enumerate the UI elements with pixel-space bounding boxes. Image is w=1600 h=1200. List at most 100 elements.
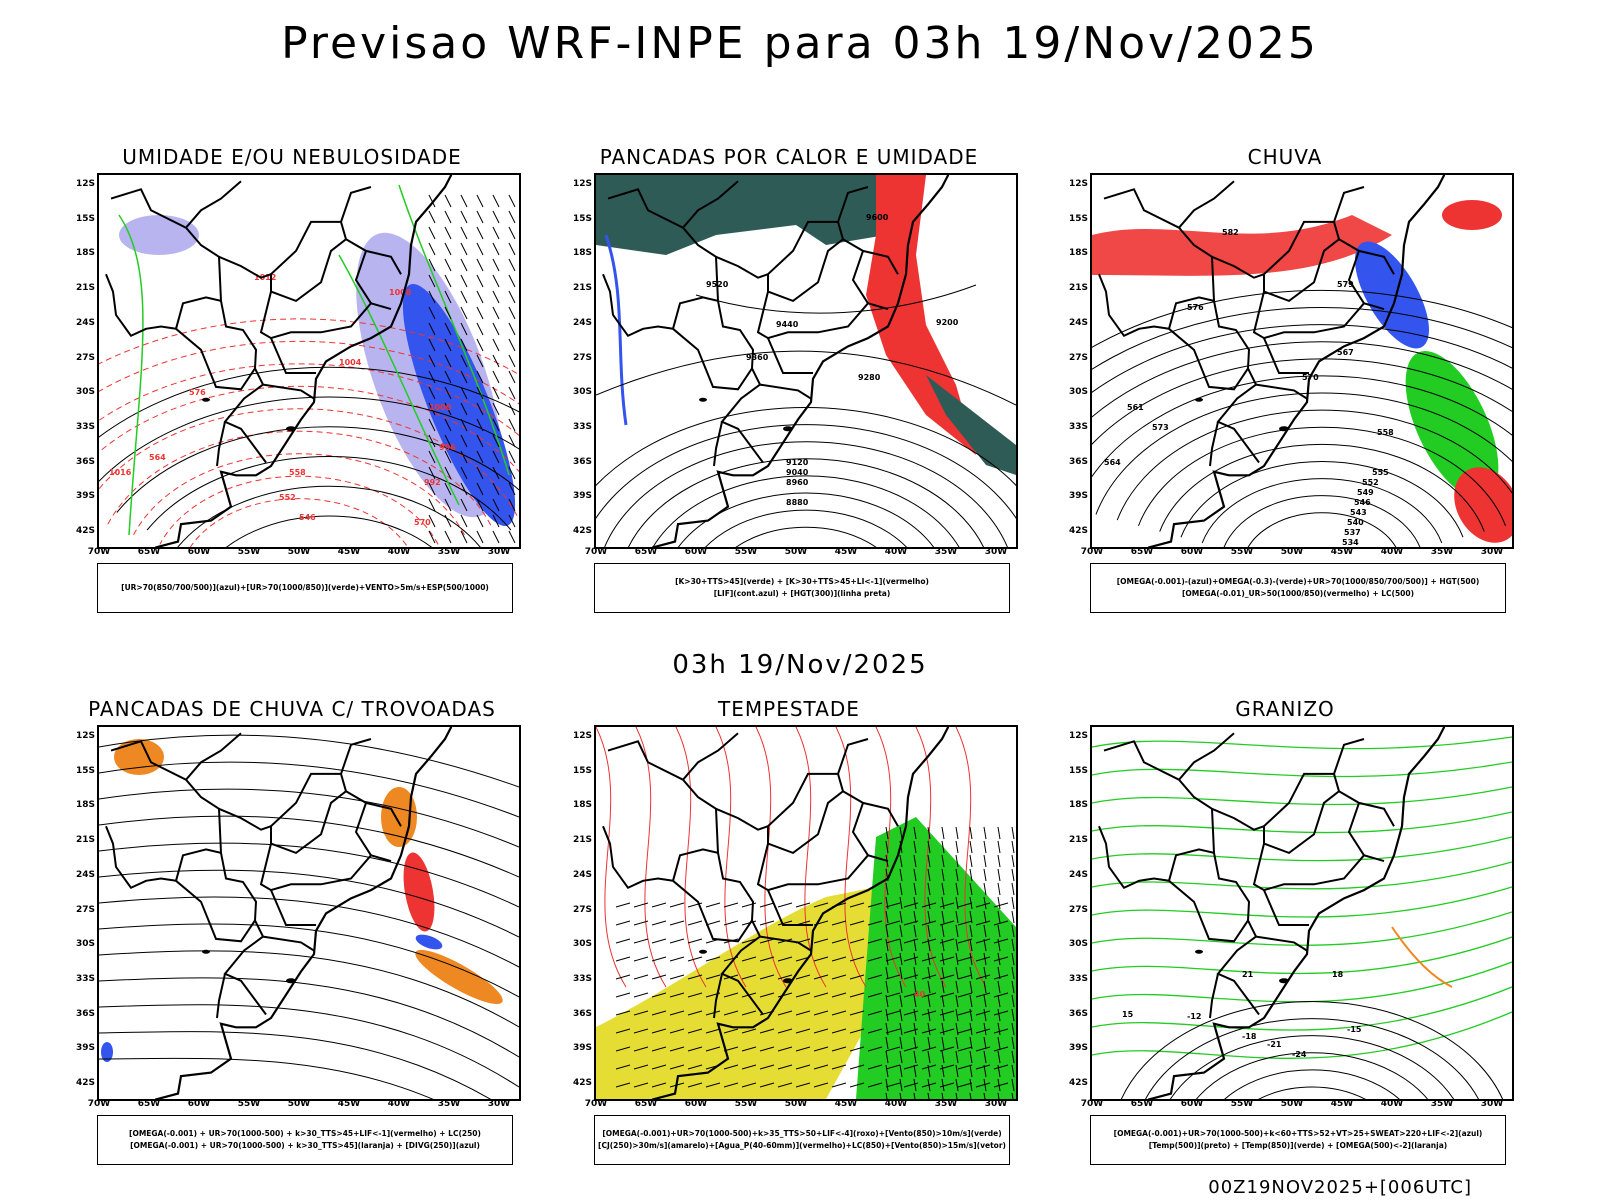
map-plot: 9600 9520 9440 9360 9280 9200 9120 9040 8960 8880 xyxy=(594,173,1018,549)
lon-tick-label: 30W xyxy=(1480,547,1504,557)
panel-umidade: UMIDADE E/OU NEBULOSIDADE 12S 15S 18S 21S 24S… xyxy=(57,145,527,615)
lat-tick-label: 30S xyxy=(75,939,95,950)
lon-tick-label: 70W xyxy=(584,547,608,557)
contour-label: 18 xyxy=(1332,970,1344,979)
map-plot: 582 579 576 573 570 567 564 561 558 555 552 549 546 5… xyxy=(1090,173,1514,549)
lon-tick-label: 60W xyxy=(1180,1099,1204,1109)
lat-tick-label: 27S xyxy=(1068,352,1088,363)
legend-box: [OMEGA(-0.001) + UR>70(1000-500) + k>30_… xyxy=(97,1115,513,1165)
lat-tick-label: 18S xyxy=(1068,248,1088,259)
lat-tick-label: 12S xyxy=(75,731,95,741)
lon-tick-label: 50W xyxy=(287,547,311,557)
contour-label: -12 xyxy=(1187,1012,1201,1021)
legend-text: [OMEGA(-0.001)-(azul)+OMEGA(-0.3)-(verde… xyxy=(1116,577,1480,586)
lat-tick-label: 21S xyxy=(75,835,95,846)
lon-tick-label: 60W xyxy=(1180,547,1204,557)
legend-text: [OMEGA(-0.001)+UR>70(1000-500)+k>35_TTS>… xyxy=(602,1129,1002,1138)
lon-tick-label: 55W xyxy=(1230,1099,1254,1109)
contour-label: 543 xyxy=(1350,508,1367,517)
contour-label: 573 xyxy=(1152,423,1169,432)
lat-tick-label: 30S xyxy=(75,387,95,398)
contour-label: 549 xyxy=(1357,488,1374,497)
lat-tick-label: 39S xyxy=(1068,491,1088,502)
lon-tick-label: 45W xyxy=(1330,1099,1354,1109)
lon-tick-label: 65W xyxy=(1130,1099,1154,1109)
contour-label: 564 xyxy=(1104,458,1121,467)
lat-tick-label: 12S xyxy=(572,731,592,741)
lon-tick-label: 50W xyxy=(1280,547,1304,557)
lon-tick-label: 65W xyxy=(634,547,658,557)
lat-tick-label: 12S xyxy=(1068,731,1088,741)
contour-label: 561 xyxy=(1127,403,1144,412)
contour-label: 1000 xyxy=(429,403,452,412)
contour-label: 9440 xyxy=(776,320,799,329)
lat-tick-label: 36S xyxy=(572,1008,592,1019)
lon-tick-label: 45W xyxy=(337,547,361,557)
contour-label: 9040 xyxy=(786,468,809,477)
lon-tick-label: 55W xyxy=(237,547,261,557)
lon-tick-label: 40W xyxy=(1380,547,1404,557)
lat-tick-label: 36S xyxy=(1068,1008,1088,1019)
lon-tick-label: 40W xyxy=(1380,1099,1404,1109)
lat-tick-label: 42S xyxy=(572,526,592,536)
lat-tick-label: 15S xyxy=(1068,213,1088,224)
contour-label: 552 xyxy=(1362,478,1379,487)
lon-tick-label: 30W xyxy=(487,1099,511,1109)
contour-label: 9360 xyxy=(746,353,769,362)
lat-tick-label: 27S xyxy=(75,352,95,363)
lat-tick-label: 15S xyxy=(572,213,592,224)
contour-label: 546 xyxy=(1354,498,1371,507)
contour-label: 21 xyxy=(1242,970,1254,979)
lon-tick-label: 30W xyxy=(984,1099,1008,1109)
lon-tick-label: 55W xyxy=(734,547,758,557)
lon-tick-label: 40W xyxy=(387,1099,411,1109)
lon-tick-label: 70W xyxy=(584,1099,608,1109)
lon-tick-label: 60W xyxy=(684,547,708,557)
lon-tick-label: 65W xyxy=(137,1099,161,1109)
lat-tick-label: 12S xyxy=(572,179,592,189)
lat-tick-label: 21S xyxy=(75,283,95,294)
lat-tick-label: 33S xyxy=(572,421,592,432)
contour-label: 582 xyxy=(1222,228,1239,237)
panel-title: UMIDADE E/OU NEBULOSIDADE xyxy=(122,145,462,169)
lat-tick-label: 15S xyxy=(75,765,95,776)
contour-label: 8880 xyxy=(786,498,809,507)
lon-tick-label: 45W xyxy=(1330,547,1354,557)
lon-tick-label: 40W xyxy=(387,547,411,557)
lat-tick-label: 42S xyxy=(572,1078,592,1088)
contour-label: 558 xyxy=(289,468,306,477)
lat-tick-label: 33S xyxy=(75,421,95,432)
legend-box: [OMEGA(-0.001)+UR>70(1000-500)+k<60+TTS>… xyxy=(1090,1115,1506,1165)
panel-title: PANCADAS DE CHUVA C/ TROVOADAS xyxy=(88,697,496,721)
contour-label: 546 xyxy=(299,513,316,522)
lat-tick-label: 15S xyxy=(1068,765,1088,776)
lat-tick-label: 18S xyxy=(1068,800,1088,811)
lon-tick-label: 70W xyxy=(1080,547,1104,557)
legend-text: [OMEGA(-0.001) + UR>70(1000-500) + k>30_… xyxy=(130,1141,480,1150)
run-timestamp: 00Z19NOV2025+[006UTC] xyxy=(1208,1177,1472,1198)
contour-label: 15 xyxy=(1122,1010,1134,1019)
legend-text: [UR>70(850/700/500)](azul)+[UR>70(1000/8… xyxy=(121,583,489,592)
map-svg: 5825795765735705675645615585555525495465… xyxy=(1092,175,1512,547)
legend-text: [CJ(250)>30m/s](amarelo)+[Agua_P(40-60mm… xyxy=(598,1141,1006,1150)
contour-label: 555 xyxy=(1372,468,1389,477)
lat-tick-label: 39S xyxy=(75,491,95,502)
lon-tick-label: 30W xyxy=(984,547,1008,557)
contour-label: 8960 xyxy=(786,478,809,487)
map-plot: 1012 1008 1004 1000 996 992 570 576 564 558 552 546… xyxy=(97,173,521,549)
lat-tick-label: 15S xyxy=(572,765,592,776)
lon-tick-label: 45W xyxy=(337,1099,361,1109)
lat-tick-label: 12S xyxy=(75,179,95,189)
lat-tick-label: 27S xyxy=(75,904,95,915)
contour-label: 9280 xyxy=(858,373,881,382)
lat-tick-label: 42S xyxy=(75,1078,95,1088)
map-plot: 40 xyxy=(594,725,1018,1101)
lon-tick-label: 30W xyxy=(1480,1099,1504,1109)
contour-label: 9200 xyxy=(936,318,959,327)
lat-tick-label: 33S xyxy=(75,973,95,984)
contour-label: 40 xyxy=(914,990,926,999)
lat-tick-label: 24S xyxy=(572,317,592,328)
lon-tick-label: 35W xyxy=(934,1099,958,1109)
contour-label: 537 xyxy=(1344,528,1361,537)
